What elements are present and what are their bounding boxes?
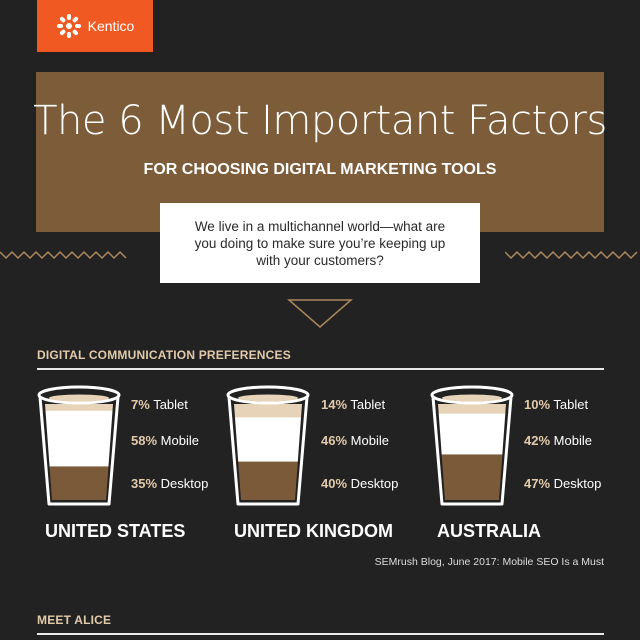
zigzag-left-ornament (0, 250, 127, 260)
country-united-states: UNITED STATES (45, 521, 186, 541)
cup-united-states (37, 385, 121, 506)
kentico-asterisk-icon (56, 14, 81, 38)
section-divider (37, 633, 604, 635)
uk-mobile-stat: 46% Mobile (321, 433, 389, 448)
cup-fill-tablet (234, 404, 302, 418)
logo-text: Kentico (87, 18, 135, 34)
uk-tablet-stat: 14% Tablet (321, 397, 386, 412)
zigzag-right-ornament (505, 250, 638, 260)
cup-fill-mobile (45, 410, 113, 467)
cup-australia (430, 385, 514, 506)
section-title-meet-alice: MEET ALICE (37, 613, 112, 627)
section-divider (37, 368, 604, 370)
source-citation: SEMrush Blog, June 2017: Mobile SEO Is a… (374, 556, 604, 568)
page-subtitle: FOR CHOOSING DIGITAL MARKETING TOOLS (143, 161, 497, 178)
cup-fill-tablet (45, 404, 113, 412)
kentico-logo[interactable]: Kentico (37, 0, 153, 52)
us-mobile-stat: 58% Mobile (131, 433, 199, 448)
us-desktop-stat: 35% Desktop (131, 476, 209, 491)
cup-liquid-surface (442, 394, 502, 402)
au-tablet-stat: 10% Tablet (524, 397, 589, 412)
au-desktop-stat: 47% Desktop (524, 476, 602, 491)
cup-fill-desktop (438, 454, 506, 500)
cup-fill-tablet (438, 404, 506, 415)
uk-desktop-stat: 40% Desktop (321, 476, 399, 491)
intro-quote: We live in a multichannel world—what are… (160, 203, 480, 283)
au-mobile-stat: 42% Mobile (524, 433, 592, 448)
page-title: The 6 Most Important Factors (33, 98, 607, 144)
country-australia: AUSTRALIA (437, 521, 541, 541)
country-united-kingdom: UNITED KINGDOM (234, 521, 393, 541)
cup-liquid-surface (49, 394, 109, 402)
section-title-preferences: DIGITAL COMMUNICATION PREFERENCES (37, 348, 291, 362)
cup-fill-desktop (234, 461, 302, 500)
us-tablet-stat: 7% Tablet (131, 397, 188, 412)
cup-liquid-surface (238, 394, 298, 402)
down-triangle-icon (286, 299, 354, 328)
cup-fill-mobile (438, 413, 506, 455)
cup-fill-desktop (45, 466, 113, 500)
cup-fill-mobile (234, 417, 302, 463)
cup-united-kingdom (226, 385, 310, 506)
